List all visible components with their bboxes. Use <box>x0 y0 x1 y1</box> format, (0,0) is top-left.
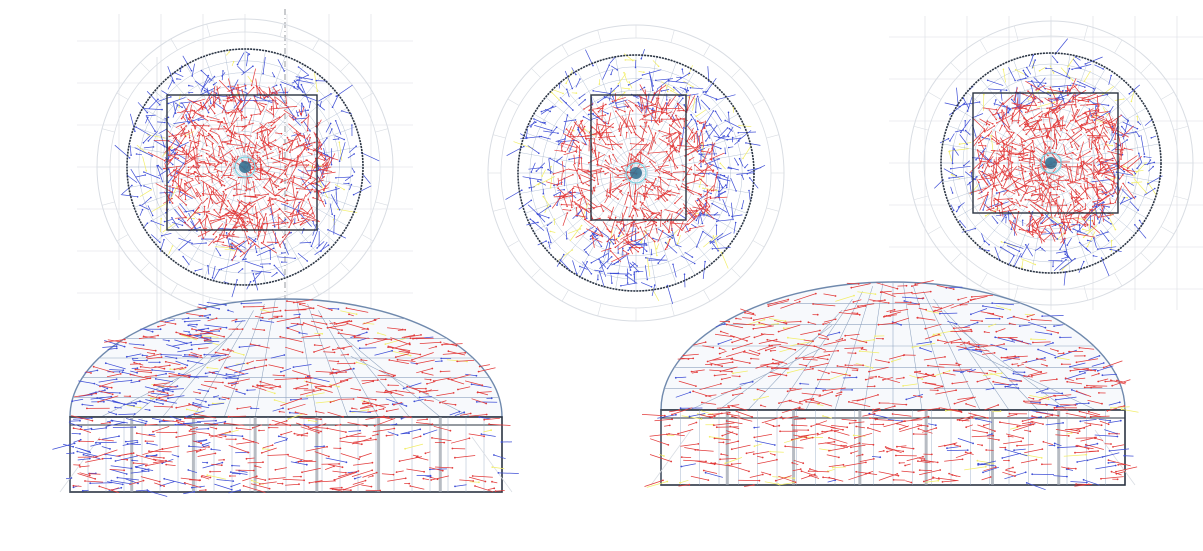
center-marker <box>1045 157 1057 169</box>
center-marker <box>239 161 251 173</box>
center-marker <box>630 167 642 179</box>
dome-grid <box>660 281 1126 411</box>
plan-view-3 <box>889 16 1203 310</box>
plan-view-1 <box>77 9 413 327</box>
vector-field <box>934 38 1163 286</box>
vector-field <box>52 299 519 497</box>
vector-field <box>641 280 1139 491</box>
dome-grid <box>69 298 503 418</box>
disk-outline <box>126 48 364 286</box>
frame-box <box>166 94 318 231</box>
frame-box <box>972 92 1119 214</box>
vector-field <box>114 51 380 298</box>
dome-elevation-1 <box>52 298 519 497</box>
dome-elevation-2 <box>641 280 1139 491</box>
disk-outline <box>940 52 1162 274</box>
frame-box <box>590 94 687 221</box>
plan-view-2 <box>487 24 785 322</box>
disk-outline <box>517 54 755 292</box>
vector-field <box>505 48 766 305</box>
